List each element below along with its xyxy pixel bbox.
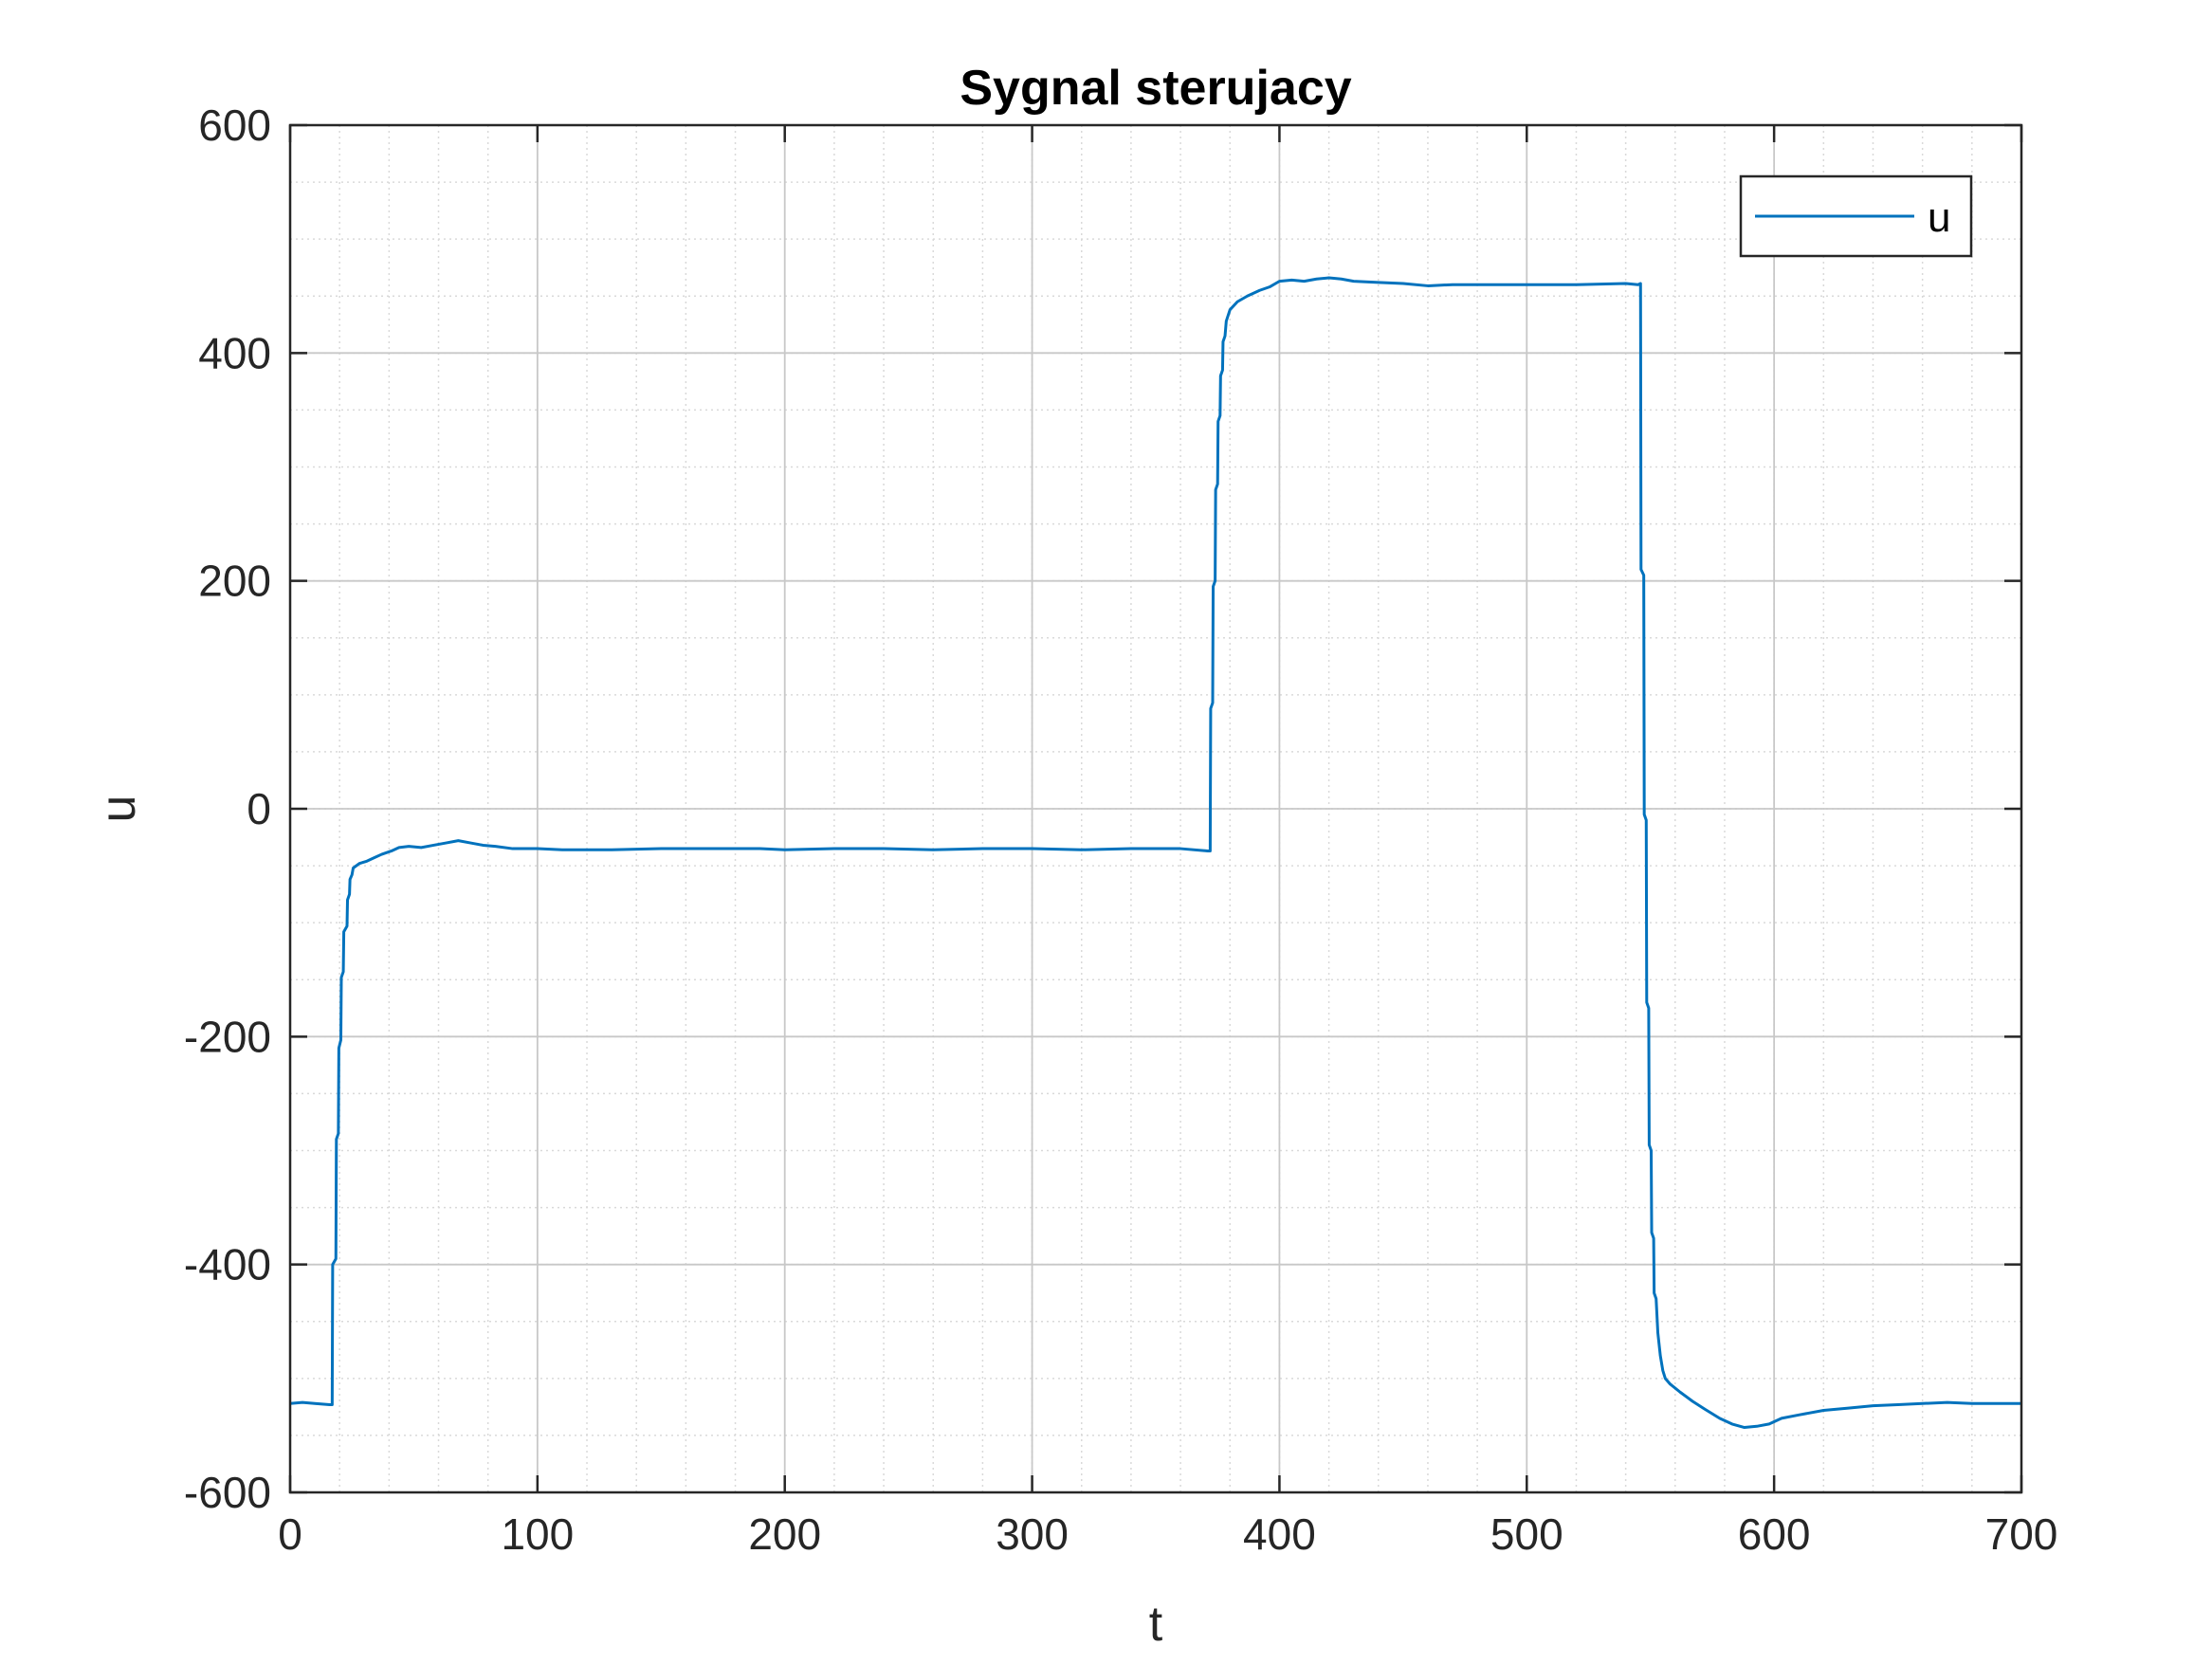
legend-label-u: u	[1928, 194, 1950, 241]
y-tick-label: -200	[184, 1012, 271, 1061]
x-tick-label: 500	[1490, 1509, 1563, 1559]
x-tick-label: 600	[1738, 1509, 1811, 1559]
y-tick-label: -400	[184, 1240, 271, 1289]
y-tick-label: -600	[184, 1468, 271, 1517]
x-tick-label: 0	[278, 1509, 302, 1559]
y-tick-label: 0	[247, 784, 271, 833]
legend: u	[1739, 174, 1973, 258]
series-line-u	[289, 276, 2021, 1430]
x-tick-label: 100	[501, 1509, 574, 1559]
chart-title: Sygnal sterujacy	[960, 61, 1351, 116]
x-tick-label: 300	[996, 1509, 1069, 1559]
y-tick-label: 600	[198, 101, 271, 150]
x-tick-label: 200	[748, 1509, 821, 1559]
y-tick-label: 400	[198, 328, 271, 377]
x-axis-label: t	[1149, 1597, 1163, 1652]
tick-marks	[288, 123, 2023, 1494]
series-layer	[289, 276, 2021, 1430]
y-axis-label: u	[91, 795, 146, 823]
y-tick-label: 200	[198, 557, 271, 606]
x-tick-labels: 0 100 200 300 400 500 600 700	[278, 1509, 2057, 1559]
x-tick-label: 700	[1985, 1509, 2058, 1559]
x-tick-label: 400	[1243, 1509, 1316, 1559]
y-tick-labels: -600 -400 -200 0 200 400 600	[184, 101, 271, 1517]
